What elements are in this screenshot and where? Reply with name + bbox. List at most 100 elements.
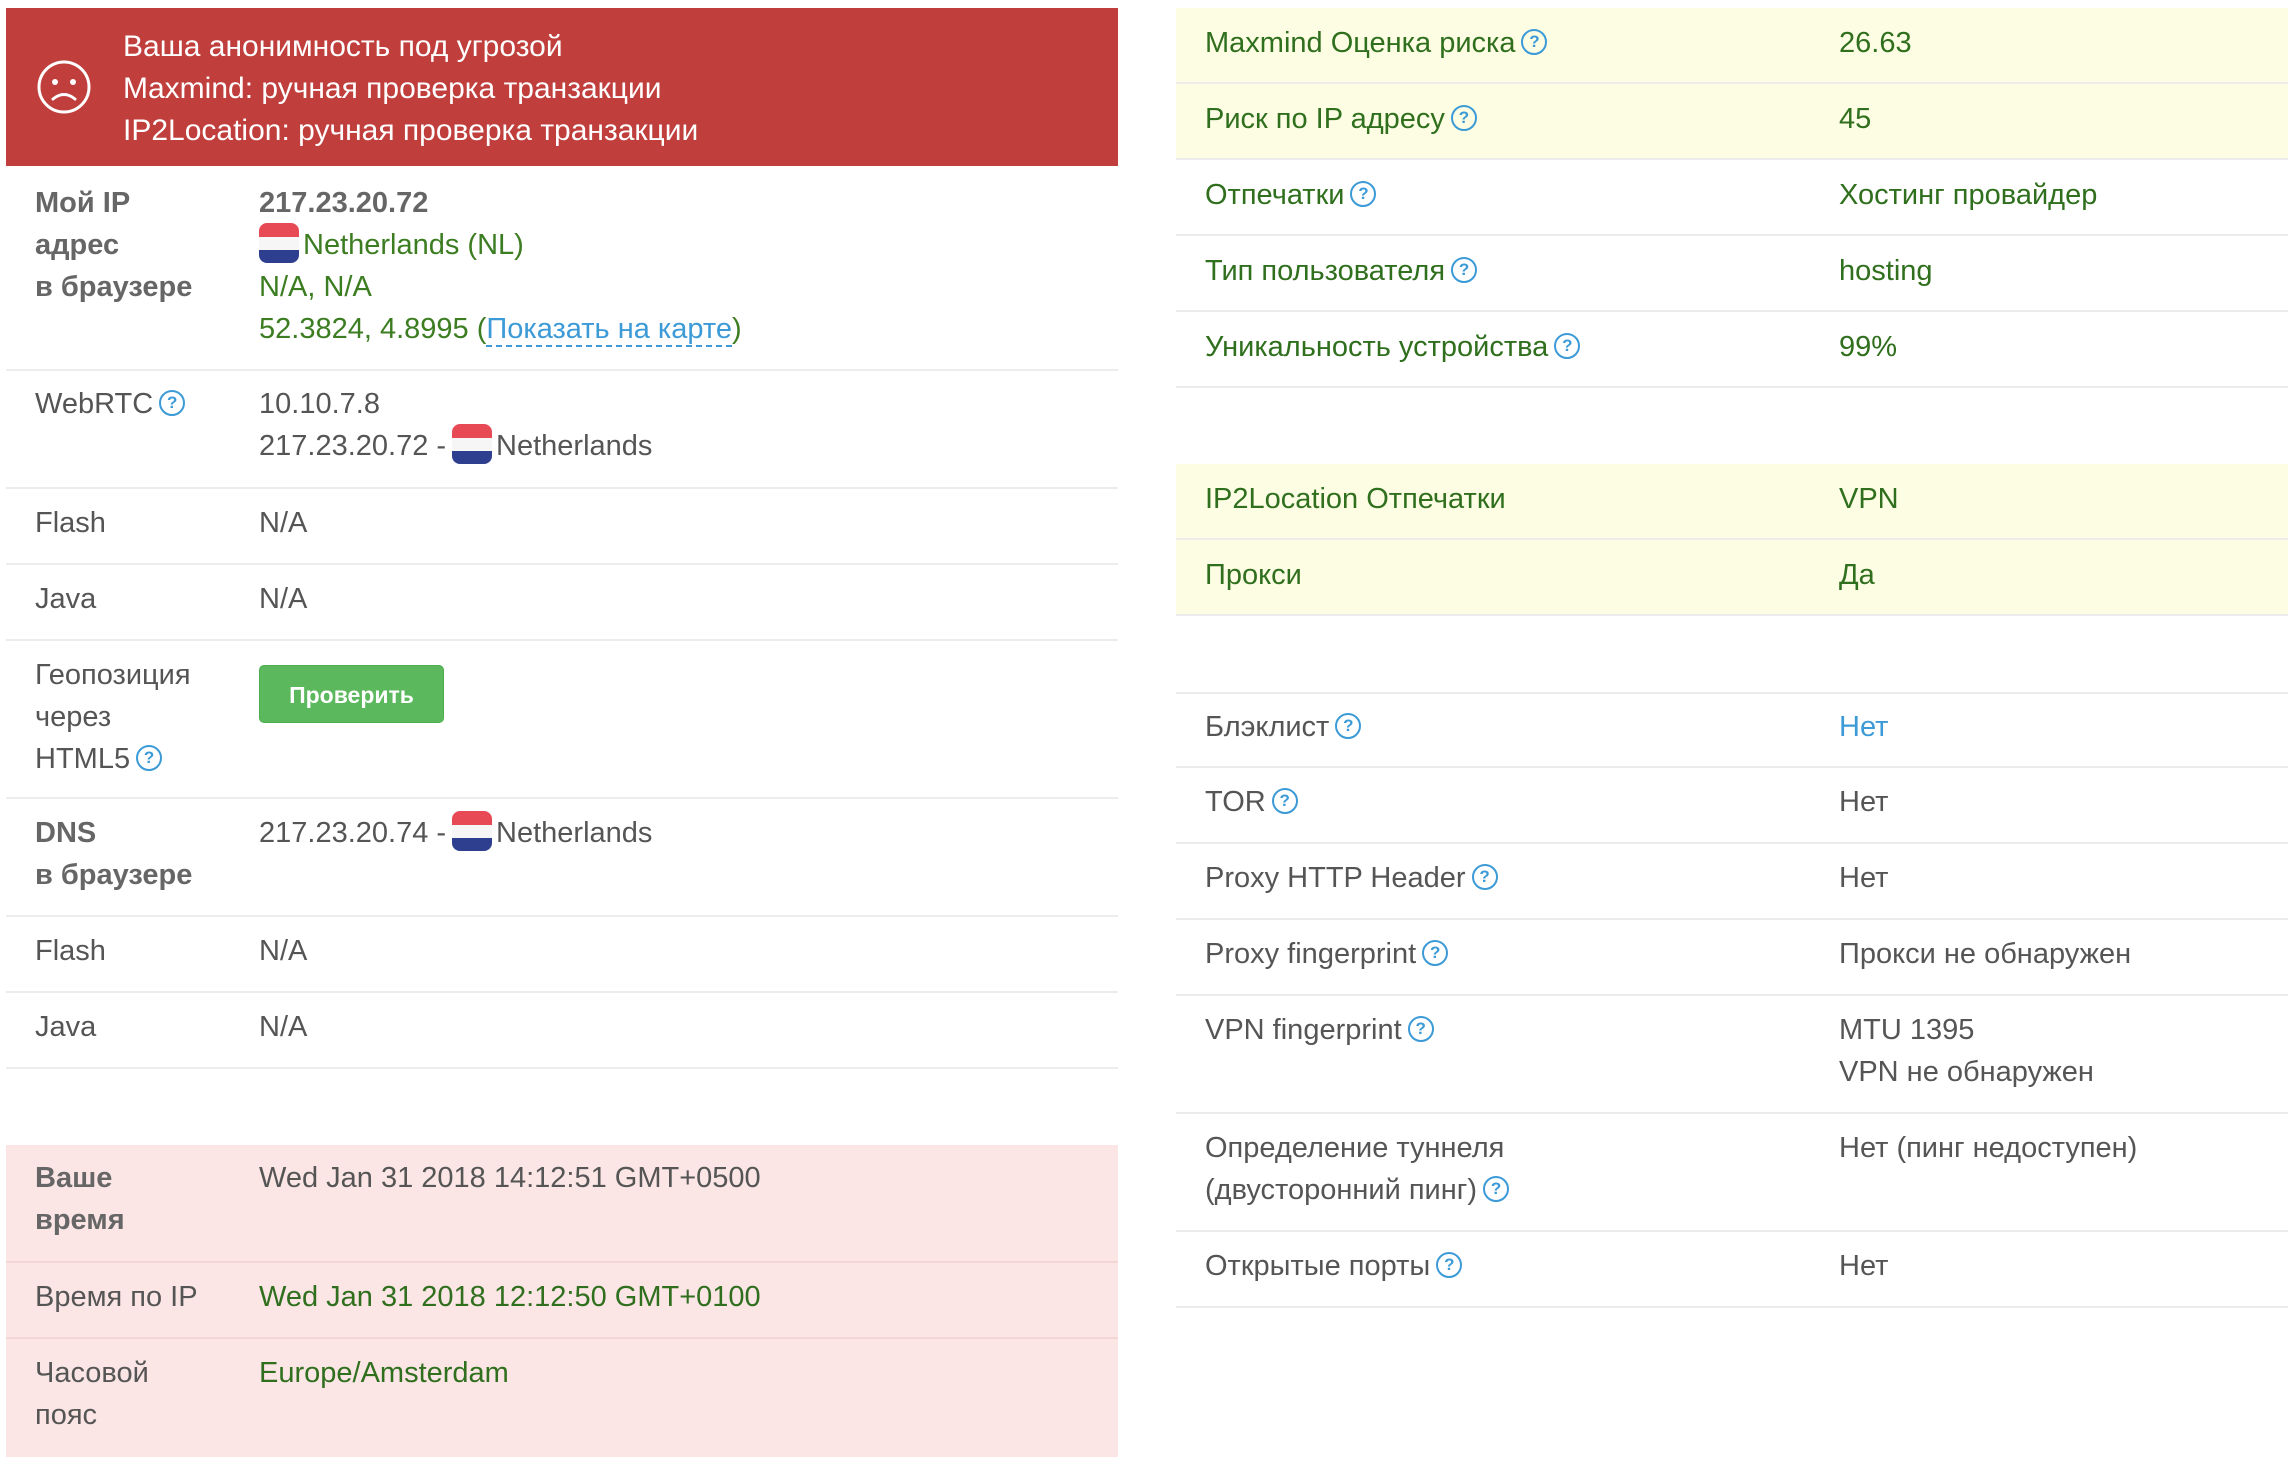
ip-risk-row: Риск по IP адресу? 45 xyxy=(1176,84,2288,160)
help-icon[interactable]: ? xyxy=(1554,333,1581,360)
open-ports-row: Открытые порты? Нет xyxy=(1176,1232,2288,1308)
show-on-map-link[interactable]: Показать на карте xyxy=(486,313,732,348)
help-icon[interactable]: ? xyxy=(1521,29,1548,56)
proxy-fp-label: Proxy fingerprint? xyxy=(1205,933,1449,975)
open-ports-value: Нет xyxy=(1839,1250,1889,1282)
flash-row-2: Flash N/A xyxy=(6,917,1118,993)
label-text: Уникальность устройства xyxy=(1205,331,1549,363)
ip-risk-value: 45 xyxy=(1839,103,1872,135)
ip-country-text: Netherlands (NL) xyxy=(303,229,524,261)
uniqueness-value: 99% xyxy=(1839,331,1898,363)
user-type-label: Тип пользователя? xyxy=(1205,250,1478,292)
ip-label-line: Мой IP xyxy=(35,187,131,219)
vpn-detected: VPN не обнаружен xyxy=(1839,1056,2094,1088)
your-time-label: Ваше время xyxy=(35,1157,125,1241)
java-row-2: Java N/A xyxy=(6,993,1118,1069)
label-text: Maxmind Оценка риска xyxy=(1205,27,1516,59)
label-text: Блэклист xyxy=(1205,711,1330,743)
label-text: Отпечатки xyxy=(1205,179,1345,211)
help-icon[interactable]: ? xyxy=(1451,257,1478,284)
check-geolocation-button[interactable]: Проверить xyxy=(259,665,444,723)
flash-label: Flash xyxy=(35,507,106,539)
label-text: (двусторонний пинг) xyxy=(1205,1174,1478,1206)
help-icon[interactable]: ? xyxy=(1335,713,1362,740)
ip-label-line: адрес xyxy=(35,229,120,261)
blacklist-label: Блэклист? xyxy=(1205,706,1362,748)
alert-line-1: Ваша анонимность под угрозой xyxy=(123,30,563,63)
vpn-mtu: MTU 1395 xyxy=(1839,1014,1975,1046)
help-icon[interactable]: ? xyxy=(1271,788,1298,815)
time-label-line: Ваше xyxy=(35,1162,113,1194)
help-icon[interactable]: ? xyxy=(159,390,186,417)
geo-label-line: HTML5? xyxy=(35,738,191,780)
flash-value: N/A xyxy=(259,935,308,967)
fingerprints-row: Отпечатки? Хостинг провайдер xyxy=(1176,160,2288,236)
maxmind-risk-row: Maxmind Оценка риска? 26.63 xyxy=(1176,8,2288,84)
ip-risk-label: Риск по IP адресу? xyxy=(1205,98,1477,140)
vpn-fp-value: MTU 1395 VPN не обнаружен xyxy=(1839,1009,2094,1093)
webrtc-label: WebRTC? xyxy=(35,383,186,425)
vpn-fp-row: VPN fingerprint? MTU 1395 VPN не обнаруж… xyxy=(1176,996,2288,1114)
vpn-fp-label: VPN fingerprint? xyxy=(1205,1009,1434,1051)
geo-label-line: Геопозиция xyxy=(35,659,191,691)
open-ports-label: Открытые порты? xyxy=(1205,1245,1463,1287)
timezone-label: Часовой пояс xyxy=(35,1352,149,1436)
uniqueness-row: Уникальность устройства? 99% xyxy=(1176,312,2288,388)
help-icon[interactable]: ? xyxy=(1450,105,1477,132)
tunnel-row: Определение туннеля (двусторонний пинг)?… xyxy=(1176,1114,2288,1232)
your-time-value: Wed Jan 31 2018 14:12:51 GMT+0500 xyxy=(259,1162,761,1194)
java-value: N/A xyxy=(259,583,308,615)
proxy-fp-value: Прокси не обнаружен xyxy=(1839,938,2132,970)
blacklist-value[interactable]: Нет xyxy=(1839,711,1889,743)
timezone-row: Часовой пояс Europe/Amsterdam xyxy=(6,1339,1118,1457)
proxy-row: Прокси Да xyxy=(1176,540,2288,616)
ip-time-label: Время по IP xyxy=(35,1281,198,1313)
label-text: VPN fingerprint xyxy=(1205,1014,1402,1046)
ip-coords: 52.3824, 4.8995 (Показать на карте) xyxy=(259,308,742,350)
webrtc-public-ip: 217.23.20.72 - xyxy=(259,430,447,462)
geo-label-line: через xyxy=(35,701,112,733)
webrtc-label-text: WebRTC xyxy=(35,388,154,420)
fingerprints-label: Отпечатки? xyxy=(1205,174,1377,216)
help-icon[interactable]: ? xyxy=(1350,181,1377,208)
ip-label-line: в браузере xyxy=(35,271,193,303)
webrtc-public: 217.23.20.72 - Netherlands xyxy=(259,424,652,467)
user-type-row: Тип пользователя? hosting xyxy=(1176,236,2288,312)
fingerprints-value: Хостинг провайдер xyxy=(1839,179,2098,211)
label-text: Proxy HTTP Header xyxy=(1205,862,1466,894)
ip-address: 217.23.20.72 xyxy=(259,187,429,219)
coords-text: 52.3824, 4.8995 xyxy=(259,313,469,346)
alert-line-2: Maxmind: ручная проверка транзакции xyxy=(123,72,662,105)
help-icon[interactable]: ? xyxy=(1436,1252,1463,1279)
label-text: Proxy fingerprint xyxy=(1205,938,1417,970)
geolocation-row: Геопозиция через HTML5? Проверить xyxy=(6,641,1118,799)
tor-row: TOR? Нет xyxy=(1176,768,2288,844)
ip-time-value: Wed Jan 31 2018 12:12:50 GMT+0100 xyxy=(259,1281,761,1313)
java-value: N/A xyxy=(259,1011,308,1043)
help-icon[interactable]: ? xyxy=(1422,940,1449,967)
dns-label-line: в браузере xyxy=(35,859,193,891)
help-icon[interactable]: ? xyxy=(1407,1016,1434,1043)
help-icon[interactable]: ? xyxy=(136,745,163,772)
flash-value: N/A xyxy=(259,507,308,539)
help-icon[interactable]: ? xyxy=(1471,864,1498,891)
geolocation-label: Геопозиция через HTML5? xyxy=(35,654,191,780)
label-text: Тип пользователя xyxy=(1205,255,1446,287)
uniqueness-label: Уникальность устройства? xyxy=(1205,326,1581,368)
proxy-label: Прокси xyxy=(1205,559,1302,591)
timezone-value: Europe/Amsterdam xyxy=(259,1357,509,1389)
help-icon[interactable]: ? xyxy=(1483,1176,1510,1203)
tz-label-line: Часовой xyxy=(35,1357,149,1389)
tor-value: Нет xyxy=(1839,786,1889,818)
maxmind-risk-label: Maxmind Оценка риска? xyxy=(1205,22,1548,64)
tunnel-label-line: (двусторонний пинг)? xyxy=(1205,1169,1510,1211)
dns-label-line: DNS xyxy=(35,817,97,849)
ip2location-fp-value: VPN xyxy=(1839,483,1899,515)
tor-label: TOR? xyxy=(1205,781,1298,823)
sad-face-icon xyxy=(37,60,91,114)
your-time-row: Ваше время Wed Jan 31 2018 14:12:51 GMT+… xyxy=(6,1145,1118,1263)
ip2location-fp-label: IP2Location Отпечатки xyxy=(1205,483,1506,515)
user-type-value: hosting xyxy=(1839,255,1933,287)
ip-label: Мой IP адрес в браузере xyxy=(35,182,192,308)
paren: ( xyxy=(476,313,487,346)
